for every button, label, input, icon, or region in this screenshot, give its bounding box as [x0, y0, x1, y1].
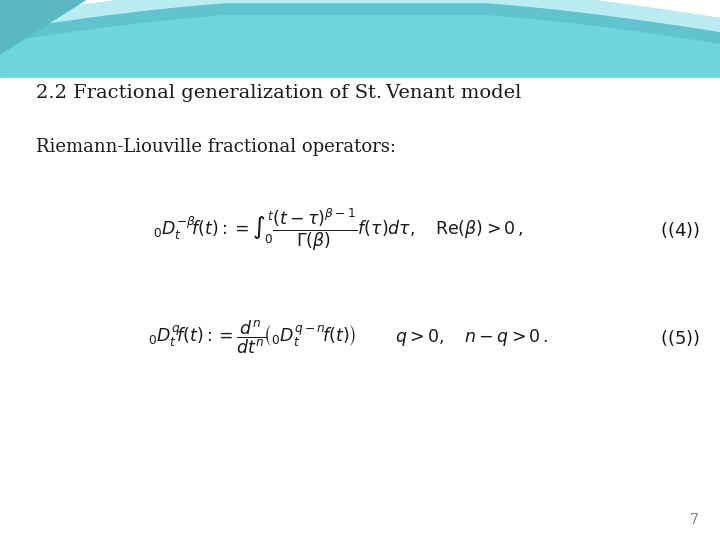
Text: ${}_{0}D_{t}^{q}\!f(t):=\dfrac{d^{n}}{dt^{n}}\!\left({}_{0}D_{t}^{q-n}\!f(t)\rig: ${}_{0}D_{t}^{q}\!f(t):=\dfrac{d^{n}}{dt…: [148, 319, 356, 356]
Text: $((4))$: $((4))$: [660, 219, 701, 240]
Text: 7: 7: [690, 512, 698, 526]
Polygon shape: [0, 0, 720, 18]
Bar: [0, 0, 720, 78]
Text: ${}_{0}D_{t}^{-\beta}\!f(t):=\int_{0}^{t}\dfrac{(t-\tau)^{\beta-1}}{\Gamma(\beta: ${}_{0}D_{t}^{-\beta}\!f(t):=\int_{0}^{t…: [153, 206, 523, 253]
Text: $q>0,\quad n-q>0\,.$: $q>0,\quad n-q>0\,.$: [395, 327, 549, 348]
Text: $((5))$: $((5))$: [660, 327, 701, 348]
Bar: [0, 78, 720, 540]
Polygon shape: [0, 3, 720, 44]
Polygon shape: [0, 0, 86, 55]
Text: 2.2 Fractional generalization of St. Venant model: 2.2 Fractional generalization of St. Ven…: [36, 84, 521, 102]
Text: Riemann-Liouville fractional operators:: Riemann-Liouville fractional operators:: [36, 138, 396, 156]
Polygon shape: [0, 0, 720, 32]
